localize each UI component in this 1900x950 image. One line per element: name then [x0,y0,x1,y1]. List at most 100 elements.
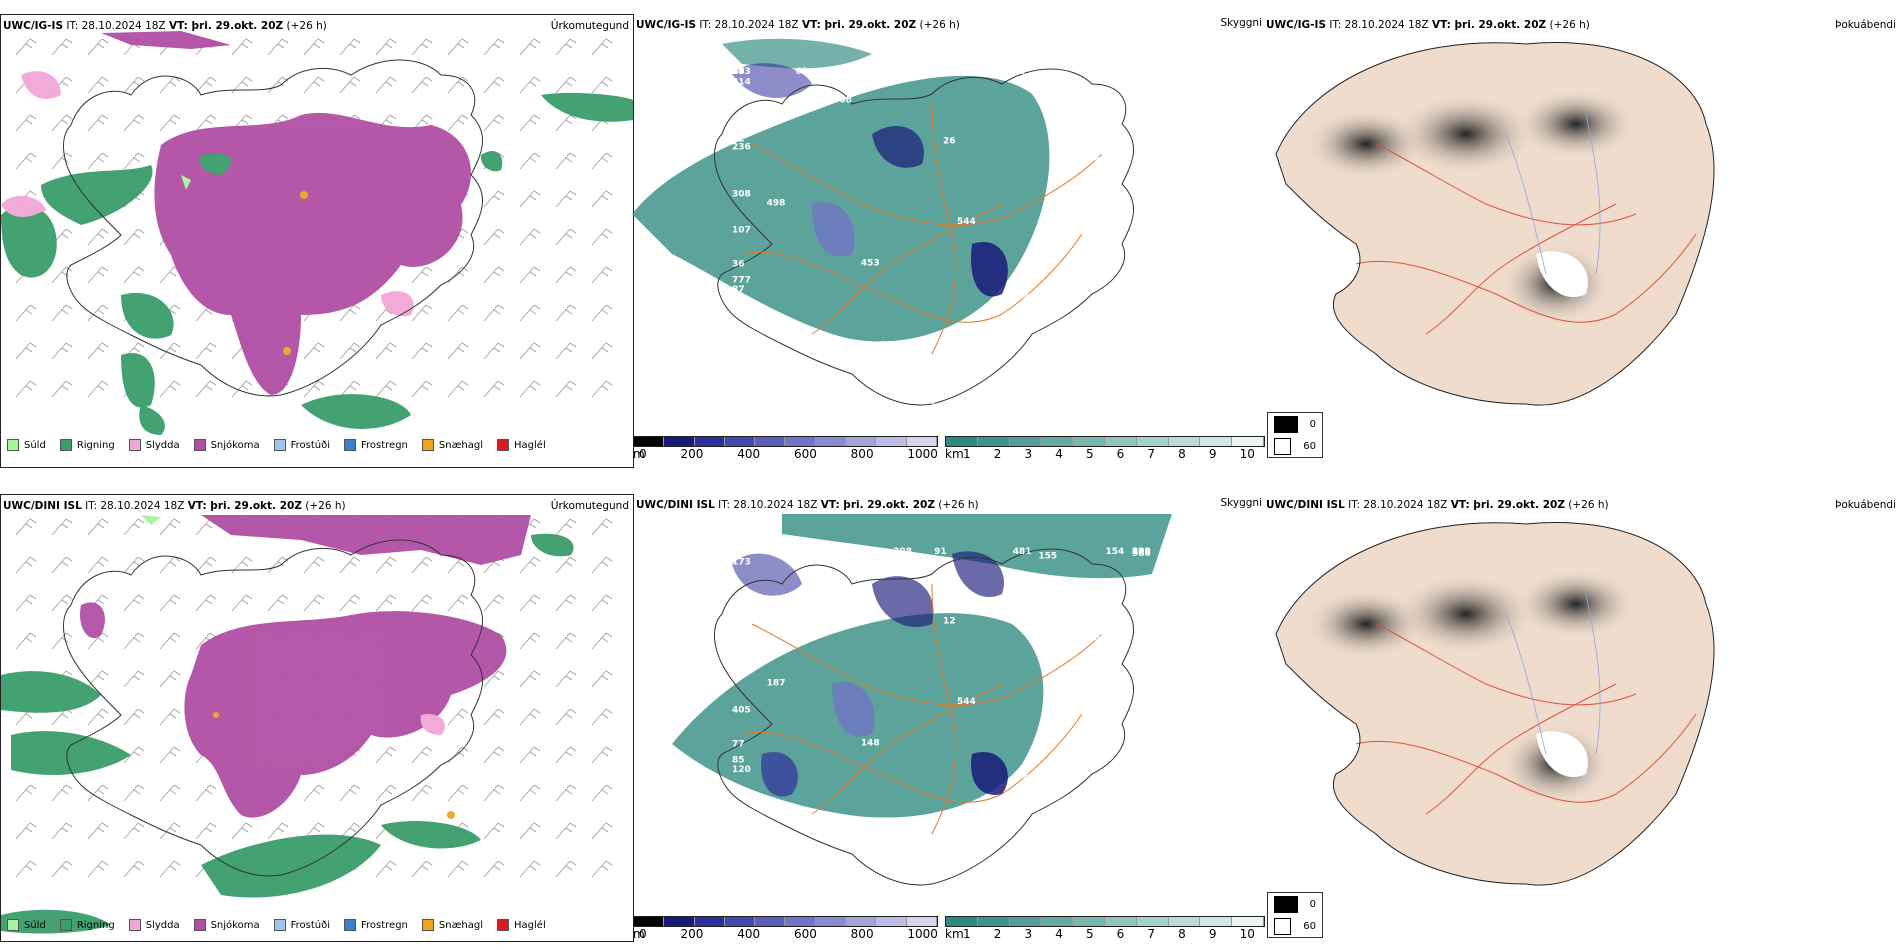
wind-barb [447,380,469,398]
wind-barb [483,860,505,878]
precip-areas [1,515,574,934]
cloud-base-ticks: 0 200 400 600 800 1000 [633,927,938,941]
legend-item: Súld [7,439,46,451]
cloud-base-value: 120 [732,765,751,775]
wind-barb [123,518,145,536]
wind-barb [87,556,109,574]
wind-barb [123,670,145,688]
wind-barb [483,76,505,94]
cloud-base-value: 78 [1132,819,1145,829]
cloud-header-1: UWC/IG-IS IT: 28.10.2024 18Z VT: þri. 29… [636,19,960,31]
wind-barb [591,266,613,284]
wind-barb [483,380,505,398]
wind-barb [483,228,505,246]
wind-barb [519,708,541,726]
cloud-base-value: 184 [1132,120,1151,130]
cloud-base-colorbar-1: 0 200 400 600 800 1000 [633,436,938,461]
fog-title-1: Þokuábendi [1835,19,1896,31]
wind-barb [51,342,73,360]
cloud-base-value: 109 [1132,547,1151,557]
cloud-base-value: 56 [822,547,835,557]
cloud-base-colorbar-cells [633,436,938,447]
legend-swatch [193,919,206,931]
cloud-base-value: 222 [1132,547,1151,557]
precip-map-2 [1,515,613,934]
cloud-map-2: 544 148 12 69 187 135 52 49 289 85 155 66 140 163 100 3… [672,514,1172,887]
fog-legend-value: 0 [1309,418,1316,430]
wind-barb [591,784,613,802]
cloud-base-value: 240 [952,397,971,407]
visibility-unit: km [945,927,964,941]
cloud-base-value: 86 [1013,67,1026,77]
cloud-base-colorbar-cells [633,916,938,927]
wind-barb [519,670,541,688]
wind-barb [15,342,37,360]
cloud-base-value: 61 [795,67,808,77]
cloud-base-value: 845 [1132,600,1151,610]
wind-barb [411,76,433,94]
wind-barb [87,228,109,246]
legend-label: Snjókoma [210,919,260,931]
wind-barb [483,114,505,132]
wind-barb [519,114,541,132]
precip-title-1: Úrkomutegund [550,20,629,32]
fog-panel-1: UWC/IG-IS IT: 28.10.2024 18Z VT: þri. 29… [1266,14,1900,466]
cloud-base-value: 777 [732,275,751,285]
cloud-base-value: 154 [1105,547,1124,557]
wind-barb [519,380,541,398]
legend-label: Súld [24,439,46,451]
wind-barb [87,708,109,726]
cloud-base-value: 85 [732,755,745,765]
wind-barb [51,822,73,840]
wind-barb [591,518,613,536]
wind-barb [51,266,73,284]
legend-label: Slydda [145,439,180,451]
cloud-base-value: 141 [1122,877,1141,887]
wind-barb [123,594,145,612]
wind-barb [375,556,397,574]
legend-label: Snæhagl [438,439,484,451]
cloud-base-value: 155 [1038,551,1057,561]
fog-legend-row: 60 [1268,915,1322,937]
cloud-base-value: 148 [861,739,880,749]
legend-label: Haglél [514,439,546,451]
wind-barb [51,114,73,132]
wind-barb [519,190,541,208]
wind-barb [375,784,397,802]
wind-barb [555,266,577,284]
wind-barb [15,38,37,56]
cloud-base-value: 268 [1132,300,1151,310]
fog-legend-value: 60 [1303,920,1316,932]
legend-label: Snjókoma [210,439,260,451]
cloud-base-value: 308 [833,95,852,105]
cloud-base-value: 115 [732,361,751,371]
cloud-base-value: 153 [1132,397,1151,407]
wind-barb [267,594,289,612]
legend-label: Frostúði [290,919,330,931]
wind-barb [555,594,577,612]
wind-barb [591,380,613,398]
tick-label: 9 [1208,447,1217,461]
cloud-base-value: 78 [934,67,947,77]
cloud-base-value: 194 [916,397,935,407]
precip-header-2: UWC/DINI ISL IT: 28.10.2024 18Z VT: þri.… [3,500,346,512]
visibility-ticks: 1 2 3 4 5 6 7 8 9 10 [945,927,1265,941]
cloud-base-value: 289 [1132,747,1151,757]
fog-map-1 [1275,42,1715,406]
wind-barb [519,304,541,322]
wind-barb [339,784,361,802]
cloud-base-value: 69 [1023,773,1036,783]
tick-label: 7 [1147,927,1156,941]
wind-barb [483,266,505,284]
cloud-base-value: 53 [732,877,745,887]
cloud-base-value: 105 [1132,397,1151,407]
wind-barb [51,380,73,398]
wind-barb [87,76,109,94]
wind-barb [87,784,109,802]
wind-barb [15,518,37,536]
cloud-base-value: 84 [732,623,745,633]
visibility-ticks: 1 2 3 4 5 6 7 8 9 10 [945,447,1265,461]
cloud-base-value: 69 [732,67,745,77]
cloud-base-value: 46 [752,397,765,407]
cloud-base-value: 411 [1088,153,1107,163]
